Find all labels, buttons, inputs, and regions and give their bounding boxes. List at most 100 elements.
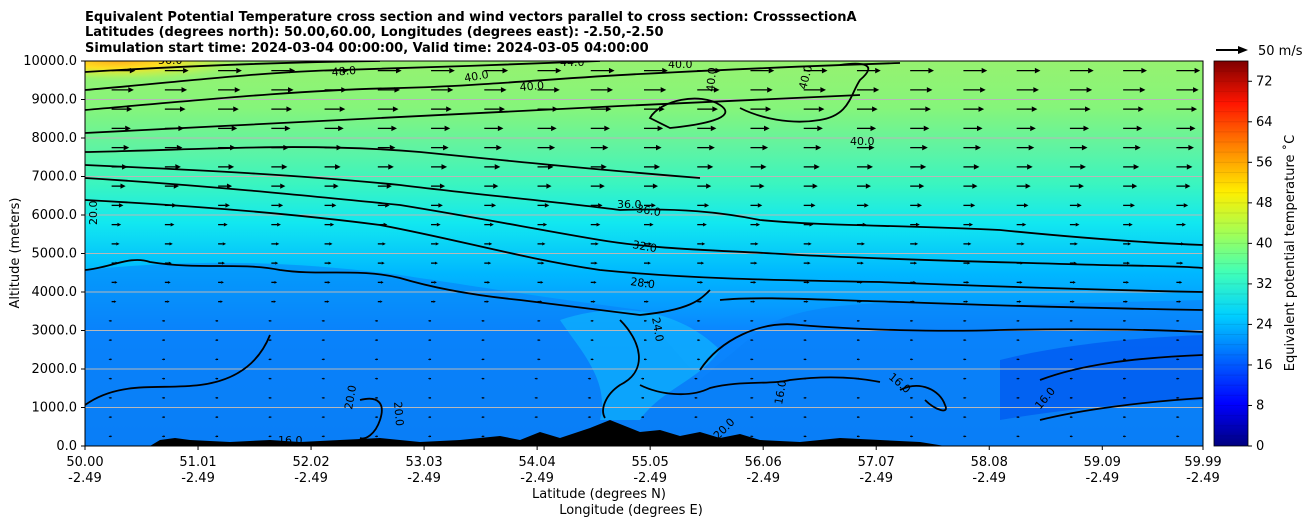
wind-vector-head xyxy=(806,300,809,303)
wind-vector-head xyxy=(645,319,648,322)
wind-vector-head xyxy=(651,203,656,208)
wind-vector-head xyxy=(427,396,430,399)
wind-vector-head xyxy=(646,300,649,303)
wind-vector-head xyxy=(129,67,136,74)
wind-vector-head xyxy=(911,377,914,380)
wind-vector-head xyxy=(1025,183,1031,189)
wind-vector-head xyxy=(967,261,971,265)
wind-vector-head xyxy=(694,396,697,399)
wind-vector-head xyxy=(438,203,443,208)
wind-vector-head xyxy=(327,281,331,284)
wind-vector-head xyxy=(1031,106,1038,112)
wind-vector-head xyxy=(751,396,754,399)
wind-vector-head xyxy=(1071,319,1074,322)
y-axis: 0.0 1000.0 2000.0 3000.0 4000.0 5000.0 6000.0 7… xyxy=(23,54,85,454)
wind-vector-head xyxy=(449,67,455,74)
wind-vector-head xyxy=(981,67,988,74)
wind-vector-head xyxy=(551,125,557,132)
wind-vector-head xyxy=(858,319,861,322)
wind-vector-head xyxy=(709,144,715,151)
wind-vector-head xyxy=(542,242,546,246)
wind-vector-head xyxy=(116,242,120,246)
wind-vector-head xyxy=(1019,300,1022,303)
wind-vector-head xyxy=(268,339,271,342)
wind-vector-head xyxy=(444,125,451,132)
wind-vector-head xyxy=(660,87,667,93)
wind-vector-head xyxy=(864,203,869,208)
wind-vector-head xyxy=(175,164,181,170)
x-tick-label-lon: -2.49 xyxy=(1186,471,1220,486)
wind-vector-head xyxy=(1188,144,1194,151)
wind-vector-head xyxy=(374,339,377,342)
wind-vector-head xyxy=(1088,67,1094,74)
wind-vector-head xyxy=(1185,183,1191,189)
wind-vector-head xyxy=(1017,377,1020,380)
wind-vector-head xyxy=(1177,416,1180,419)
wind-vector-head xyxy=(381,261,385,265)
wind-vector-head xyxy=(765,106,772,112)
wind-vector-head xyxy=(1071,435,1074,438)
wind-vector-head xyxy=(183,67,189,74)
wind-vector-head xyxy=(1024,203,1029,208)
wind-vector-head xyxy=(321,435,324,438)
wind-vector-head xyxy=(1074,242,1078,246)
y-tick-label: 2000.0 xyxy=(32,362,78,377)
wind-vector-head xyxy=(713,87,720,93)
contour-line xyxy=(85,94,861,134)
wind-vector-head xyxy=(427,416,430,419)
wind-vector-head xyxy=(593,300,596,303)
wind-vector-head xyxy=(1080,164,1086,170)
wind-vector-head xyxy=(488,261,492,265)
wind-vector-head xyxy=(598,203,603,208)
wind-vector-head xyxy=(540,281,544,284)
wind-vector-head xyxy=(1177,339,1180,342)
wind-vector-head xyxy=(756,222,761,227)
quiver-key: 50 m/s xyxy=(1216,44,1303,59)
wind-vector-head xyxy=(481,435,484,438)
wind-vector-head xyxy=(493,183,499,189)
contour-line xyxy=(85,334,271,406)
wind-vector-head xyxy=(286,106,293,112)
wind-vector-head xyxy=(502,67,509,74)
wind-vector-head xyxy=(167,300,170,303)
wind-vector-head xyxy=(972,183,978,189)
wind-vector-head xyxy=(1136,125,1143,132)
wind-vector-head xyxy=(917,203,923,208)
wind-vector-head xyxy=(374,416,377,419)
wind-vector-head xyxy=(587,435,590,438)
wind-vector-head xyxy=(1182,222,1186,227)
terrain xyxy=(85,420,945,446)
contour-label: 56.0 xyxy=(158,54,183,67)
wind-vector-head xyxy=(534,396,537,399)
colorbar-tick-label: 0 xyxy=(1256,439,1264,454)
wind-vector-head xyxy=(128,87,134,93)
colorbar-tick-label: 48 xyxy=(1256,196,1273,211)
contour-label: 40.0 xyxy=(668,58,693,71)
x-tick-label-lat: 56.06 xyxy=(745,455,782,470)
x-tick-label-lon: -2.49 xyxy=(633,471,667,486)
wind-vector-head xyxy=(751,435,754,438)
wind-vector-head xyxy=(1073,261,1077,265)
wind-vector-head xyxy=(1186,164,1193,170)
wind-vector-head xyxy=(1073,281,1076,284)
wind-vector-head xyxy=(396,67,402,74)
wind-vector-head xyxy=(1124,396,1127,399)
wind-vector-head xyxy=(441,164,448,170)
wind-vector-head xyxy=(496,144,502,151)
y-tick-label: 8000.0 xyxy=(32,131,78,146)
wind-vector-head xyxy=(388,164,394,170)
x-tick-label-lat: 51.01 xyxy=(179,455,216,470)
wind-vector-head xyxy=(555,67,562,74)
x-tick-label-lat: 59.99 xyxy=(1184,455,1221,470)
wind-vector-head xyxy=(1177,319,1180,322)
wind-vector-head xyxy=(1126,281,1129,284)
wind-vector-head xyxy=(538,319,541,322)
wind-vector-head xyxy=(913,281,917,284)
contour-label: 40.0 xyxy=(796,64,815,91)
wind-vector-head xyxy=(762,144,769,151)
wind-vector-head xyxy=(873,87,880,93)
wind-vector-head xyxy=(427,358,430,361)
wind-vector-head xyxy=(964,358,967,361)
x-tick-label-lon: -2.49 xyxy=(746,471,780,486)
x-tick-label-lat: 52.02 xyxy=(292,455,329,470)
